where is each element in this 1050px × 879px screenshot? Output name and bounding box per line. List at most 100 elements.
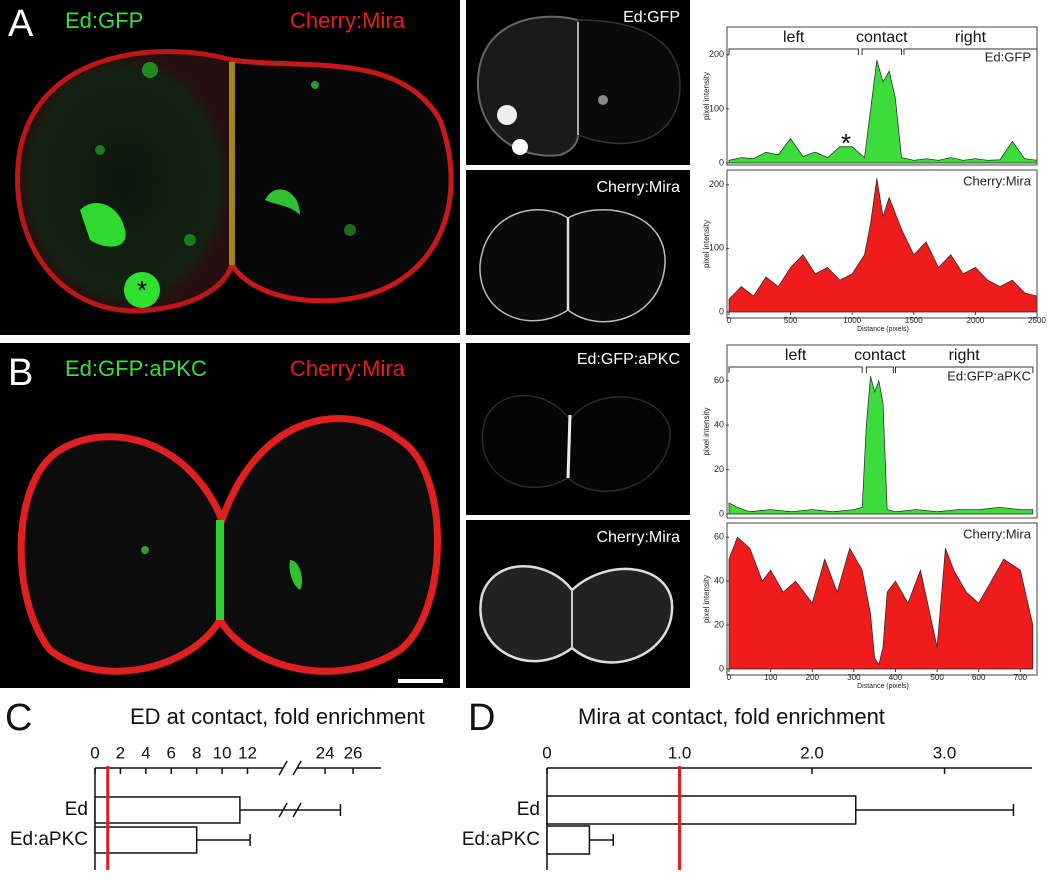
x-tick-label: 2000 (967, 316, 985, 325)
y-tick-label: 100 (709, 103, 724, 113)
y-tick-label: 0 (719, 508, 724, 518)
y-tick-label: 100 (709, 243, 724, 253)
plot-frame (726, 344, 1038, 519)
y-tick-label: 60 (714, 375, 724, 385)
x-axis-label: Distance (pixels) (857, 683, 909, 690)
y-tick-label: 200 (709, 179, 724, 189)
x-tick-label: 300 (847, 673, 861, 682)
image-a-merge: A Ed:GFP Cherry:Mira * (0, 0, 460, 335)
series-label: Cherry:Mira (963, 526, 1032, 541)
bracket-label: left (783, 29, 805, 46)
x-tick-label: 0 (90, 743, 99, 762)
series-label: Ed:GFP:aPKC (947, 368, 1031, 383)
bracket (903, 48, 1038, 55)
merge-label: Cherry:Mira (290, 8, 406, 33)
channel-label: Ed:GFP:aPKC (577, 351, 680, 368)
chart-title: ED at contact, fold enrichment (130, 704, 425, 729)
panel-letter: A (8, 3, 34, 45)
series-label: Cherry:Mira (963, 173, 1032, 188)
y-tick-label: 20 (714, 464, 724, 474)
panel-letter: C (5, 697, 32, 739)
x-tick-label: 600 (972, 673, 986, 682)
y-tick-label: 20 (714, 619, 724, 629)
annotation: * (841, 128, 851, 158)
category-label: Ed (65, 799, 88, 820)
axis-break (278, 802, 288, 818)
marker: * (137, 275, 147, 305)
y-axis-label: pixel intensity (702, 575, 711, 623)
chart-title: Mira at contact, fold enrichment (578, 704, 885, 729)
bracket (894, 366, 1034, 373)
x-tick-label: 3.0 (933, 743, 957, 762)
merge-label: Ed:GFP (65, 8, 143, 33)
axis-break (292, 760, 302, 776)
x-tick-label: 8 (192, 743, 201, 762)
y-tick-label: 0 (719, 663, 724, 673)
axis-break (292, 802, 302, 818)
bar (94, 826, 198, 854)
bar (94, 796, 241, 824)
y-tick-label: 40 (714, 575, 724, 585)
y-tick-label: 0 (719, 306, 724, 316)
category-label: Ed:aPKC (10, 829, 88, 850)
category-label: Ed:aPKC (462, 829, 540, 850)
bracket-label: contact (856, 29, 908, 46)
x-tick-label: 500 (930, 673, 944, 682)
x-tick-label: 100 (764, 673, 778, 682)
y-tick-label: 0 (719, 157, 724, 167)
merge-label: Ed:GFP:aPKC (65, 356, 207, 381)
x-tick-label: 400 (889, 673, 903, 682)
y-axis-label: pixel intensity (702, 407, 711, 455)
category-label: Ed (517, 799, 540, 820)
image-b-merge: B Ed:GFP:aPKC Cherry:Mira (0, 343, 460, 688)
error-bar (196, 834, 251, 846)
y-axis-label: pixel intensity (702, 72, 711, 120)
profile-area (728, 178, 1038, 313)
error-bar (855, 804, 1015, 816)
bracket-label: right (955, 29, 987, 46)
bracket (728, 48, 859, 55)
y-tick-label: 60 (714, 532, 724, 542)
x-tick-label: 12 (238, 743, 257, 762)
x-tick-label: 0 (542, 743, 551, 762)
profile-area (728, 536, 1034, 670)
merge-label: Cherry:Mira (290, 356, 406, 381)
x-tick-label: 26 (344, 743, 363, 762)
x-tick-label: 10 (213, 743, 232, 762)
x-tick-label: 0 (727, 673, 732, 682)
plot-frame (726, 522, 1038, 676)
bracket (728, 366, 863, 373)
bracket (865, 366, 894, 373)
y-tick-label: 40 (714, 420, 724, 430)
x-axis-label: Distance (pixels) (857, 326, 909, 333)
x-tick-label: 500 (784, 316, 798, 325)
profile-area (728, 60, 1038, 164)
bracket-label: contact (854, 347, 906, 364)
series-label: Ed:GFP (985, 49, 1031, 64)
bracket (861, 48, 902, 55)
x-tick-label: 2500 (1028, 316, 1046, 325)
channel-label: Cherry:Mira (596, 529, 680, 546)
channel-label: Ed:GFP (623, 9, 680, 26)
panel-letter: B (8, 352, 33, 394)
x-tick-label: 2.0 (800, 743, 824, 762)
image-a-channel2: Cherry:Mira (466, 170, 690, 335)
x-tick-label: 0 (727, 316, 732, 325)
channel-label: Cherry:Mira (596, 179, 680, 196)
image-b-channel1: Ed:GFP:aPKC (466, 343, 690, 515)
y-tick-label: 200 (709, 49, 724, 59)
axis-break (278, 760, 288, 776)
error-bar (239, 804, 342, 816)
image-b-channel2: Cherry:Mira (466, 520, 690, 688)
image-a-channel1: Ed:GFP (466, 0, 690, 165)
x-tick-label: 6 (167, 743, 176, 762)
x-tick-label: 1500 (905, 316, 923, 325)
plot-frame (726, 26, 1038, 166)
x-tick-label: 1.0 (668, 743, 692, 762)
x-tick-label: 4 (141, 743, 150, 762)
y-axis-label: pixel intensity (702, 220, 711, 268)
x-tick-label: 1000 (843, 316, 861, 325)
x-tick-label: 200 (806, 673, 820, 682)
